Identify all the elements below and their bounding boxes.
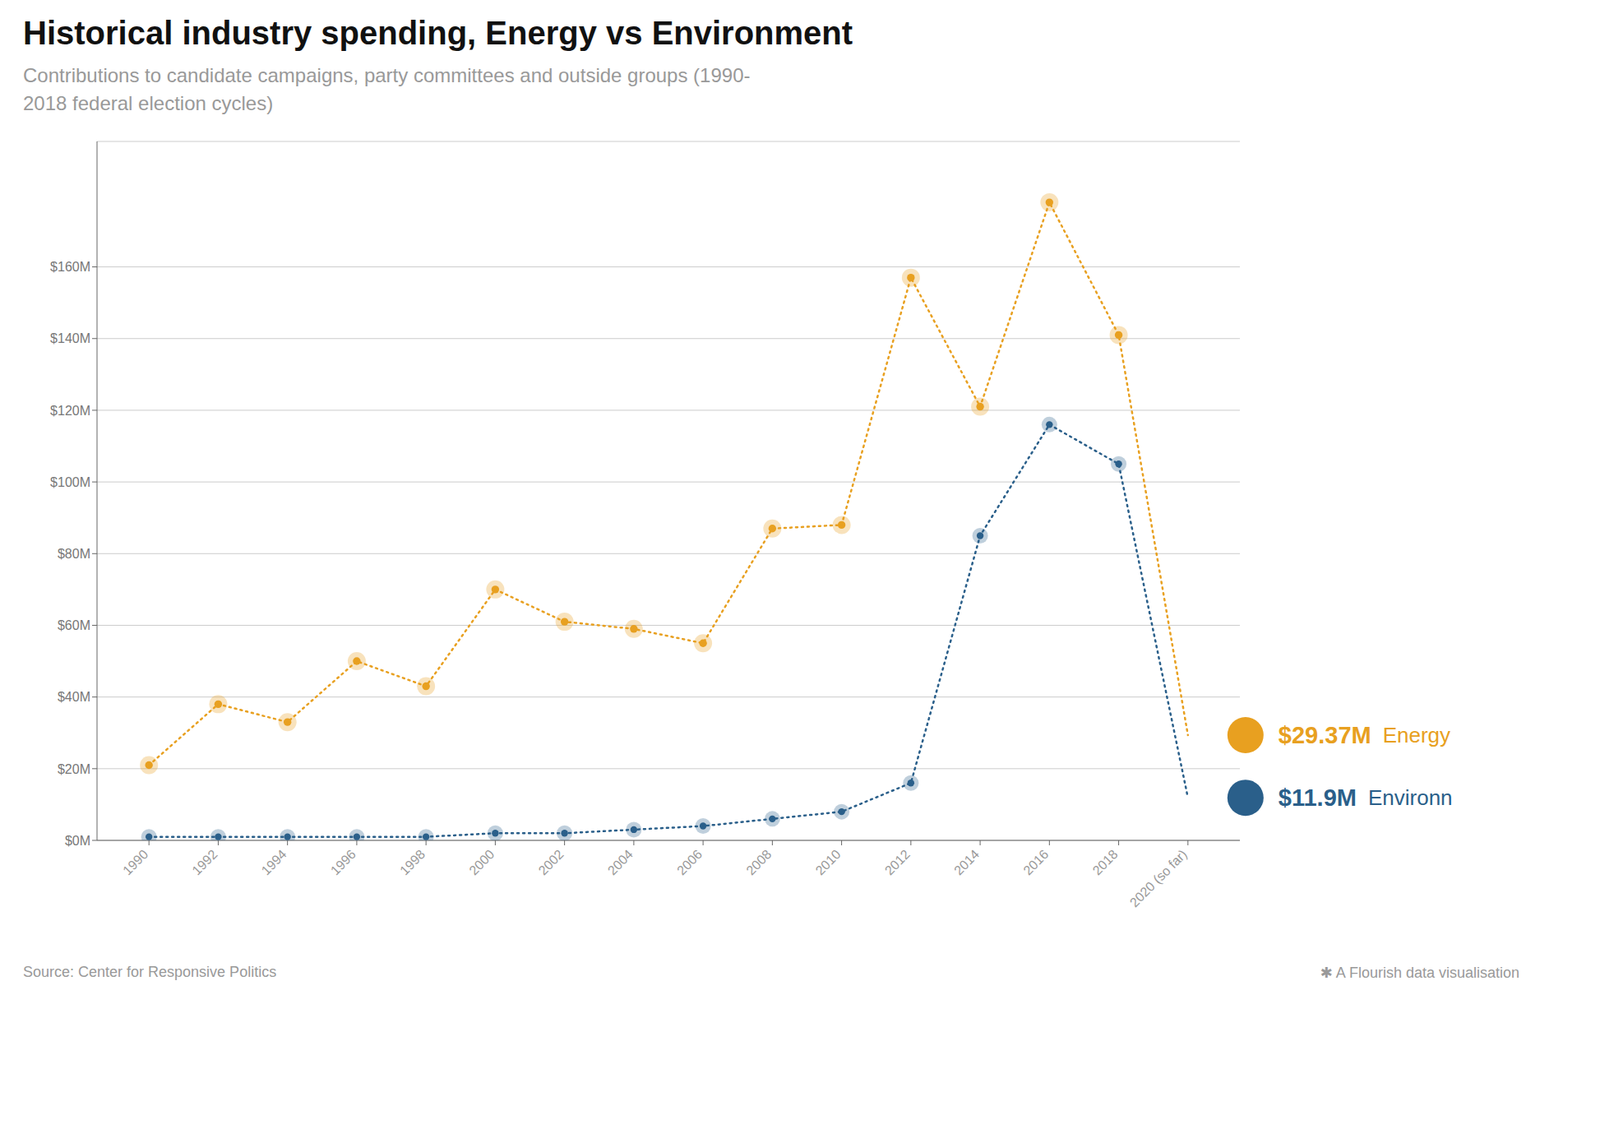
svg-text:$29.37MEnergy: $29.37MEnergy [1278,721,1451,749]
svg-text:2008: 2008 [743,846,774,878]
svg-text:$160M: $160M [50,259,91,274]
svg-text:1990: 1990 [120,846,151,878]
svg-text:2002: 2002 [536,846,567,878]
html-text:✱ A Flourish data visualisatio: ✱ A Flourish data visualisation [1320,964,1520,982]
svg-text:$60M: $60M [57,618,91,633]
svg-text:$140M: $140M [50,332,91,347]
svg-text:1992: 1992 [189,846,220,878]
svg-text:2012: 2012 [882,846,913,878]
html-text:2018 federal election cycles): 2018 federal election cycles) [23,91,274,114]
svg-text:$20M: $20M [57,762,91,777]
html-text:Historical industry spending,: Historical industry spending, Energy vs … [23,14,853,51]
html-text:Source: Center for Responsive: Source: Center for Responsive Politics [23,963,277,981]
svg-text:2006: 2006 [674,846,705,878]
svg-text:2014: 2014 [951,846,982,878]
svg-text:$80M: $80M [57,546,91,561]
svg-text:1996: 1996 [328,846,359,878]
svg-text:$11.9MEnvironn: $11.9MEnvironn [1278,784,1453,811]
svg-text:$100M: $100M [50,475,91,490]
svg-text:2016: 2016 [1020,846,1051,878]
svg-text:1998: 1998 [397,846,428,878]
svg-text:$120M: $120M [50,403,91,418]
html-text:Contributions to candidate cam: Contributions to candidate campaigns, pa… [23,64,751,87]
svg-text:2010: 2010 [813,846,844,878]
svg-text:2000: 2000 [466,846,497,878]
svg-text:$40M: $40M [57,690,91,705]
svg-text:2018: 2018 [1090,846,1121,878]
svg-text:$0M: $0M [64,833,91,848]
svg-text:2020 (so far): 2020 (so far) [1127,846,1190,910]
svg-text:2004: 2004 [605,846,636,878]
svg-text:1994: 1994 [258,846,290,878]
